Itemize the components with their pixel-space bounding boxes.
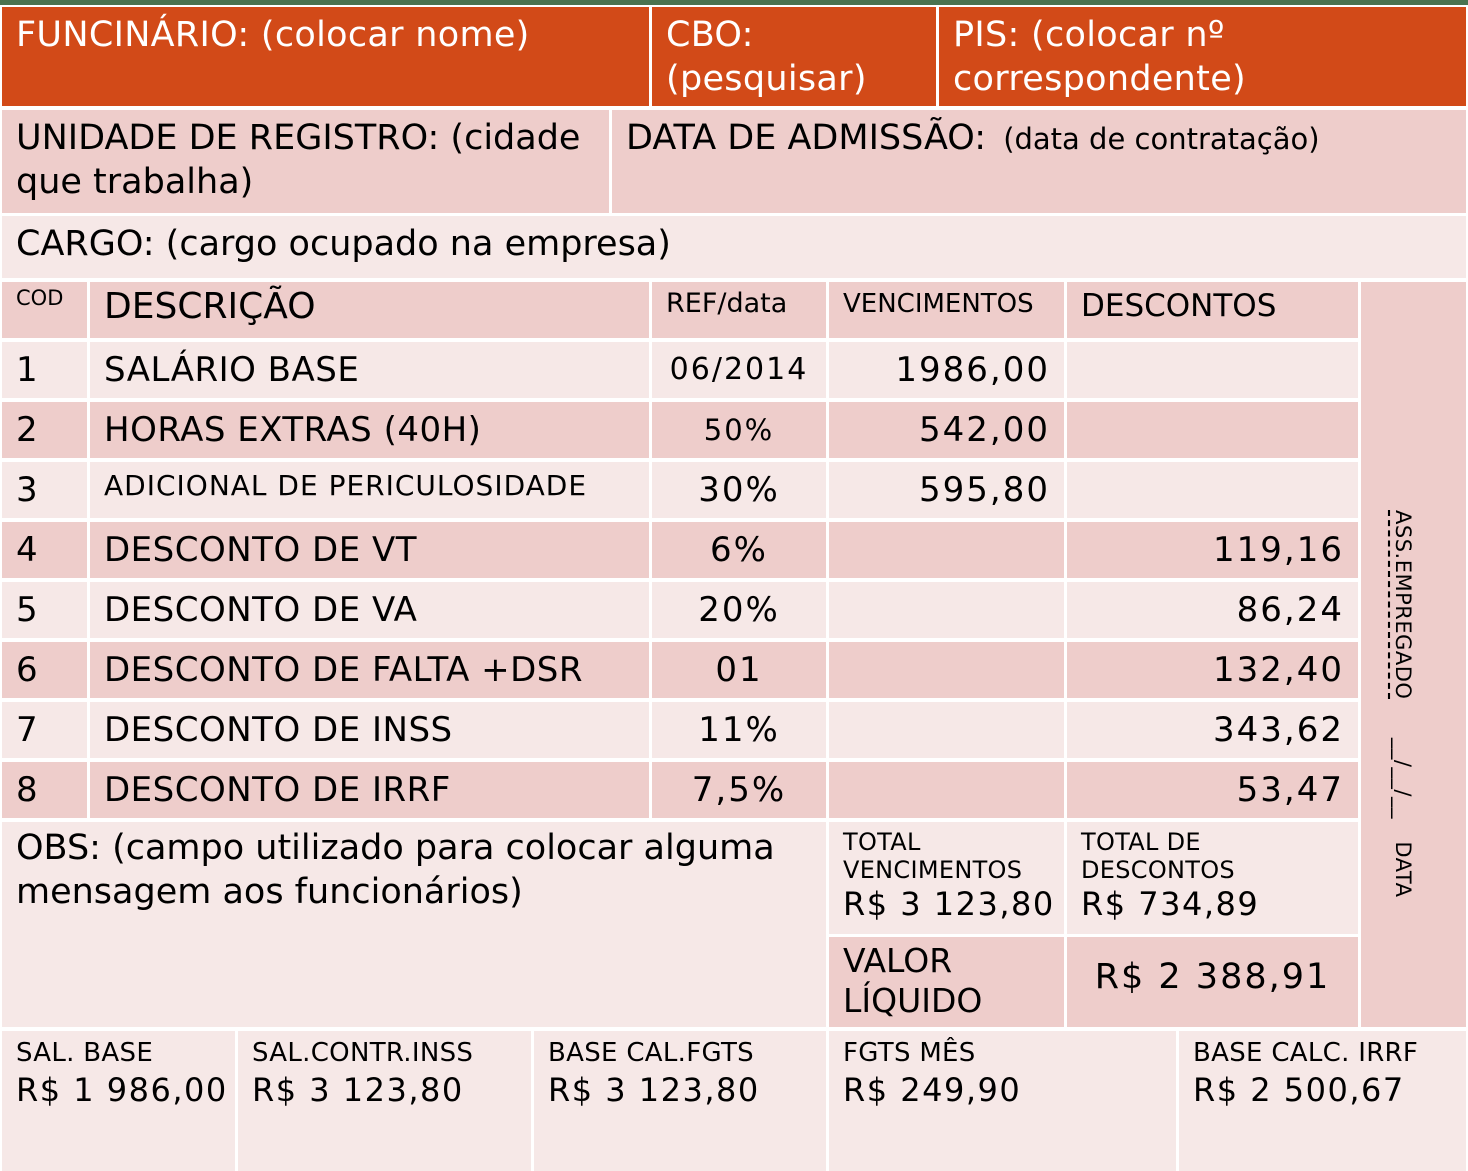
total-vencimentos-label1: TOTAL: [843, 828, 921, 856]
total-descontos-label2: DESCONTOS: [1081, 856, 1235, 884]
signature-area: ASS.EMPREGADO __/__/__ DATA: [1391, 510, 1415, 897]
total-descontos-label1: TOTAL DE: [1081, 828, 1201, 856]
admissao-hint: (data de contratação): [1003, 122, 1320, 156]
row-ref: 20%: [652, 582, 826, 638]
row-cod: 7: [2, 702, 87, 758]
col-header-descricao: DESCRIÇÃO: [90, 282, 649, 338]
row-vencimento: 542,00: [829, 402, 1064, 458]
funcionario-label: FUNCINÁRIO: (colocar nome): [16, 15, 530, 55]
row-desconto: 132,40: [1067, 642, 1358, 698]
valor-liquido-label2: LÍQUIDO: [843, 981, 983, 1020]
row-cod: 6: [2, 642, 87, 698]
row-descricao: ADICIONAL DE PERICULOSIDADE: [90, 462, 649, 518]
row-cod: 8: [2, 762, 87, 818]
row-desconto: 86,24: [1067, 582, 1358, 638]
row-vencimento: [829, 642, 1064, 698]
row-cod: 3: [2, 462, 87, 518]
unidade-label-line2: que trabalha): [16, 162, 254, 202]
footer-value: R$ 3 123,80: [252, 1071, 464, 1109]
row-cod: 2: [2, 402, 87, 458]
row-descricao: DESCONTO DE VT: [90, 522, 649, 578]
col-header-cod: COD: [2, 282, 87, 338]
footer-value: R$ 1 986,00: [16, 1071, 228, 1109]
footer-label: BASE CAL.FGTS: [548, 1038, 754, 1068]
valor-liquido-value: R$ 2 388,91: [1067, 937, 1358, 1027]
footer-item: BASE CAL.FGTS R$ 3 123,80: [534, 1031, 826, 1171]
pis-label: PIS: (colocar nº: [953, 15, 1225, 55]
cargo-label: CARGO: (cargo ocupado na empresa): [16, 224, 671, 264]
row-cod: 4: [2, 522, 87, 578]
row-vencimento: 1986,00: [829, 342, 1064, 398]
footer-value: R$ 3 123,80: [548, 1071, 760, 1109]
row-descricao: DESCONTO DE INSS: [90, 702, 649, 758]
row-desconto: [1067, 342, 1358, 398]
unidade-registro-field: UNIDADE DE REGISTRO: (cidade que trabalh…: [2, 110, 609, 213]
row-desconto: 119,16: [1067, 522, 1358, 578]
row-vencimento: 595,80: [829, 462, 1064, 518]
obs-line1: OBS: (campo utilizado para colocar algum…: [16, 828, 775, 868]
row-desconto: 343,62: [1067, 702, 1358, 758]
row-descricao: DESCONTO DE IRRF: [90, 762, 649, 818]
row-descricao: DESCONTO DE FALTA +DSR: [90, 642, 649, 698]
row-vencimento: [829, 762, 1064, 818]
row-ref: 06/2014: [652, 342, 826, 398]
total-vencimentos-label2: VENCIMENTOS: [843, 856, 1023, 884]
footer-label: BASE CALC. IRRF: [1193, 1038, 1419, 1068]
top-accent-bar: [0, 0, 1468, 5]
footer-label: SAL.CONTR.INSS: [252, 1038, 474, 1068]
footer-value: R$ 249,90: [843, 1071, 1022, 1109]
obs-line2: mensagem aos funcionários): [16, 872, 523, 912]
col-header-vencimentos: VENCIMENTOS: [829, 282, 1064, 338]
row-descricao: SALÁRIO BASE: [90, 342, 649, 398]
date-label: DATA: [1391, 841, 1415, 898]
footer-item: FGTS MÊS R$ 249,90: [829, 1031, 1176, 1171]
obs-field: OBS: (campo utilizado para colocar algum…: [2, 822, 826, 1027]
row-descricao: HORAS EXTRAS (40H): [90, 402, 649, 458]
data-admissao-field: DATA DE ADMISSÃO: (data de contratação): [612, 110, 1466, 213]
row-desconto: 53,47: [1067, 762, 1358, 818]
total-vencimentos-value: R$ 3 123,80: [843, 885, 1055, 923]
funcionario-field: FUNCINÁRIO: (colocar nome): [2, 7, 649, 106]
col-header-ref: REF/data: [652, 282, 826, 338]
row-ref: 7,5%: [652, 762, 826, 818]
row-desconto: [1067, 402, 1358, 458]
footer-value: R$ 2 500,67: [1193, 1071, 1405, 1109]
row-ref: 50%: [652, 402, 826, 458]
row-descricao: DESCONTO DE VA: [90, 582, 649, 638]
footer-label: SAL. BASE: [16, 1038, 154, 1068]
date-line: __/__/__: [1391, 737, 1415, 819]
cbo-label: CBO:: [666, 15, 754, 55]
valor-liquido-label1: VALOR: [843, 941, 953, 980]
total-descontos-value: R$ 734,89: [1081, 885, 1260, 923]
total-descontos-field: TOTAL DE DESCONTOS R$ 734,89: [1067, 822, 1358, 934]
footer-item: BASE CALC. IRRF R$ 2 500,67: [1179, 1031, 1466, 1171]
cbo-field: CBO: (pesquisar): [652, 7, 936, 106]
footer-label: FGTS MÊS: [843, 1038, 976, 1068]
admissao-label: DATA DE ADMISSÃO:: [626, 118, 987, 158]
row-ref: 01: [652, 642, 826, 698]
cargo-field: CARGO: (cargo ocupado na empresa): [2, 216, 1466, 278]
row-cod: 5: [2, 582, 87, 638]
col-header-descontos: DESCONTOS: [1067, 282, 1358, 338]
row-vencimento: [829, 522, 1064, 578]
pis-hint: correspondente): [953, 59, 1246, 99]
row-ref: 30%: [652, 462, 826, 518]
pis-field: PIS: (colocar nº correspondente): [939, 7, 1466, 106]
row-vencimento: [829, 702, 1064, 758]
signature-label: ASS.EMPREGADO: [1391, 510, 1415, 700]
total-vencimentos-field: TOTAL VENCIMENTOS R$ 3 123,80: [829, 822, 1064, 934]
unidade-label-line1: UNIDADE DE REGISTRO: (cidade: [16, 118, 581, 158]
footer-item: SAL.CONTR.INSS R$ 3 123,80: [238, 1031, 531, 1171]
row-ref: 11%: [652, 702, 826, 758]
cbo-hint: (pesquisar): [666, 59, 867, 99]
row-ref: 6%: [652, 522, 826, 578]
row-cod: 1: [2, 342, 87, 398]
row-desconto: [1067, 462, 1358, 518]
valor-liquido-label-field: VALOR LÍQUIDO: [829, 937, 1064, 1027]
footer-item: SAL. BASE R$ 1 986,00: [2, 1031, 235, 1171]
signature-column: ASS.EMPREGADO __/__/__ DATA: [1361, 282, 1466, 1027]
row-vencimento: [829, 582, 1064, 638]
